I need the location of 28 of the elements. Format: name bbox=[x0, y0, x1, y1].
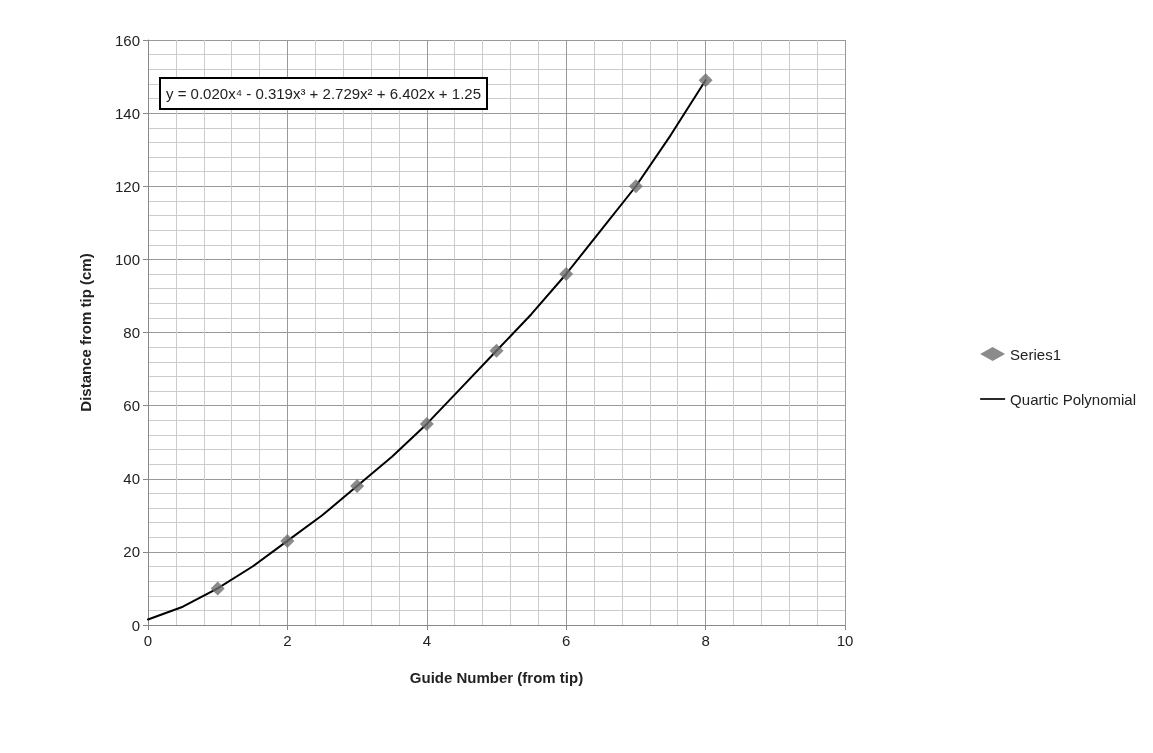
y-tick-label: 60 bbox=[123, 397, 140, 415]
point bbox=[489, 343, 504, 358]
y-tick-label: 120 bbox=[114, 177, 140, 195]
y-tick-label: 160 bbox=[114, 31, 140, 49]
point bbox=[419, 416, 434, 431]
x-tick-label: 0 bbox=[143, 632, 153, 649]
x-tick-label: 2 bbox=[283, 632, 292, 649]
y-tick-label: 0 bbox=[131, 616, 140, 634]
x-axis-title: Guide Number (from tip) bbox=[409, 669, 584, 686]
y-axis-title: Distance from tip (cm) bbox=[77, 253, 94, 412]
annotation: y = 0.020x⁴ - 0.319x³ + 2.729x² + 6.402x + 1.25 bbox=[166, 85, 481, 102]
legend-label: Series1 bbox=[1010, 345, 1061, 363]
point bbox=[280, 533, 295, 548]
y-tick-label: 40 bbox=[123, 470, 140, 488]
point bbox=[628, 179, 643, 194]
x-tick-label: 6 bbox=[562, 632, 571, 649]
y-tick-label: 20 bbox=[123, 543, 140, 561]
point bbox=[350, 479, 365, 494]
x-tick-label: 4 bbox=[422, 632, 431, 649]
y-tick-label: 80 bbox=[123, 324, 140, 341]
legend-label: Quartic Polynomial bbox=[1010, 390, 1137, 408]
x-tick-label: 10 bbox=[836, 632, 854, 649]
point bbox=[698, 73, 713, 88]
y-tick-label: 100 bbox=[114, 250, 140, 268]
point bbox=[559, 267, 574, 281]
x-tick-label: 8 bbox=[701, 632, 710, 649]
point bbox=[210, 581, 225, 596]
y-tick-label: 140 bbox=[114, 104, 140, 122]
